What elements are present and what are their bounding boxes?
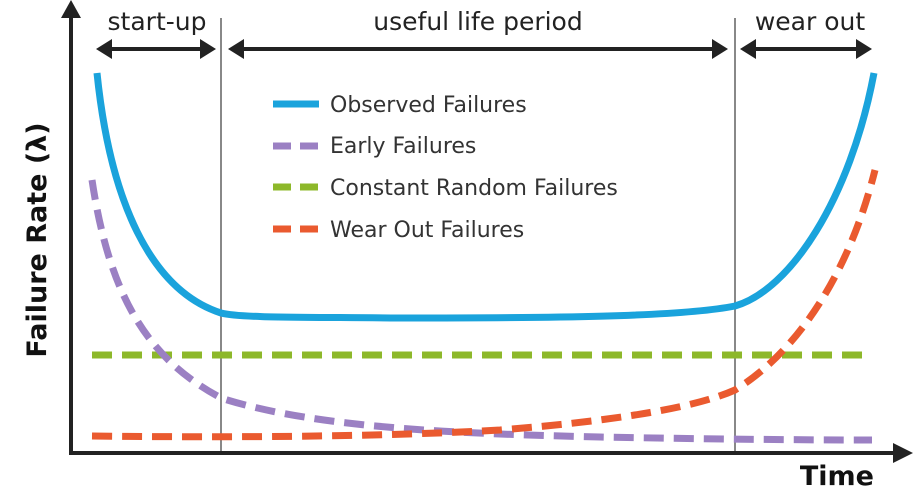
legend-label-wearout: Wear Out Failures bbox=[330, 218, 524, 243]
x-axis-title: Time bbox=[800, 461, 874, 489]
legend-item-constant: Constant Random Failures bbox=[273, 176, 618, 201]
phase-startup-arrow bbox=[96, 39, 216, 59]
y-axis-arrowhead bbox=[61, 0, 81, 18]
curve-early-failures bbox=[88, 179, 873, 444]
legend-label-constant: Constant Random Failures bbox=[330, 176, 618, 201]
legend-item-early: Early Failures bbox=[273, 134, 476, 159]
phase-label-useful: useful life period bbox=[373, 7, 582, 36]
x-axis-arrowhead bbox=[893, 443, 913, 463]
phase-label-wearout: wear out bbox=[755, 7, 866, 36]
phase-label-startup: start-up bbox=[108, 7, 207, 36]
curve-wear-out-failures bbox=[91, 169, 879, 441]
legend-label-observed: Observed Failures bbox=[330, 93, 527, 118]
legend-item-observed: Observed Failures bbox=[273, 93, 527, 118]
curve-observed-failures bbox=[93, 72, 878, 322]
legend: Observed Failures Early Failures Constan… bbox=[273, 93, 618, 243]
legend-item-wearout: Wear Out Failures bbox=[273, 218, 524, 243]
phase-wearout-arrow bbox=[740, 39, 872, 59]
phase-useful-arrow bbox=[228, 39, 728, 59]
y-axis-title: Failure Rate (λ) bbox=[22, 122, 53, 357]
legend-label-early: Early Failures bbox=[330, 134, 476, 159]
